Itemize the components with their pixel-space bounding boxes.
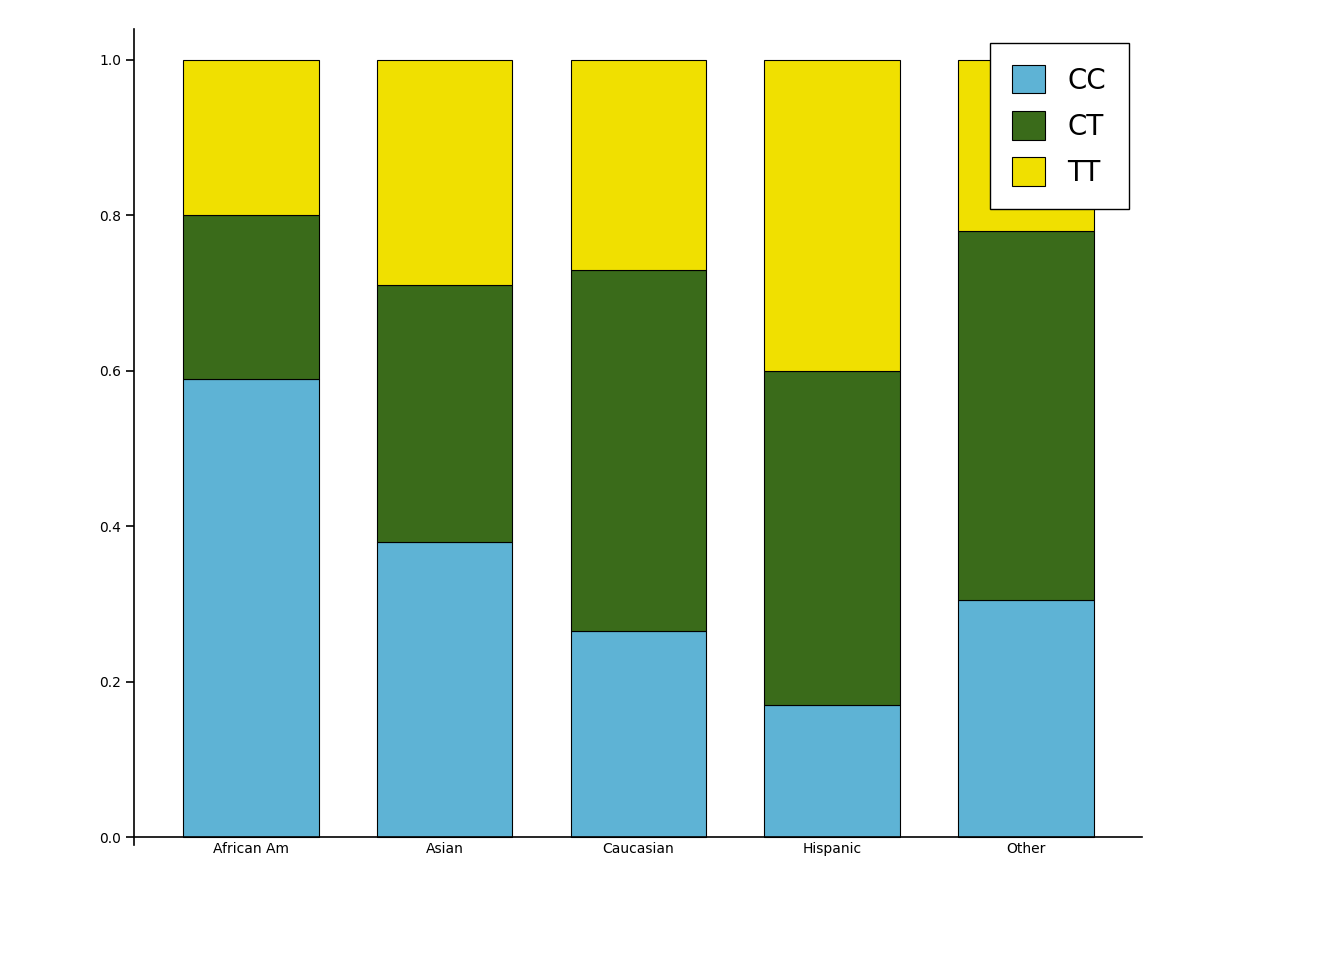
Bar <box>958 60 1094 230</box>
Bar <box>958 230 1094 600</box>
Bar <box>376 285 512 541</box>
Bar <box>571 631 706 837</box>
Bar <box>571 60 706 270</box>
Bar <box>765 705 900 837</box>
Bar <box>183 215 319 378</box>
Bar <box>376 541 512 837</box>
Legend: CC, CT, TT: CC, CT, TT <box>989 42 1129 209</box>
Bar <box>765 371 900 705</box>
Bar <box>571 270 706 631</box>
Bar <box>765 60 900 371</box>
Bar <box>376 60 512 285</box>
Bar <box>958 600 1094 837</box>
Bar <box>183 60 319 215</box>
Bar <box>183 378 319 837</box>
